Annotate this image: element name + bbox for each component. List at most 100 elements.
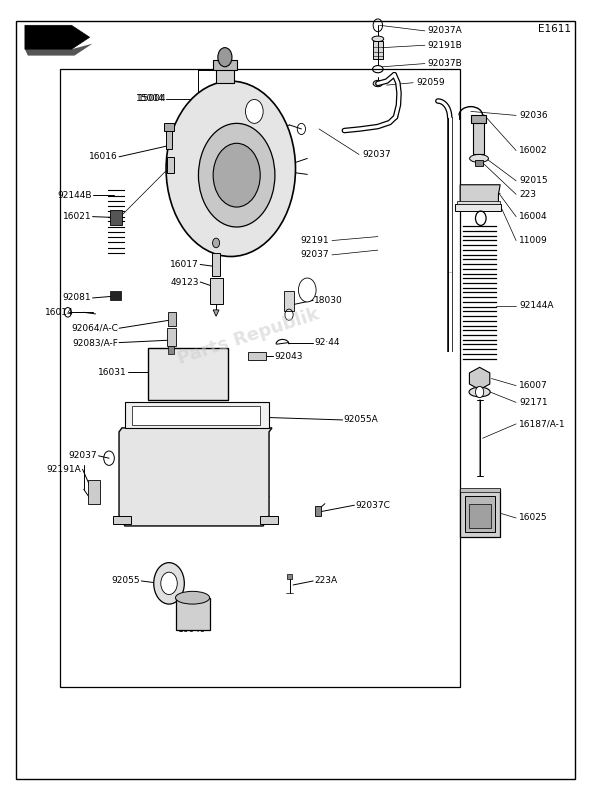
Bar [284,290,294,310]
Text: 16031: 16031 [98,367,126,377]
Bar [473,121,483,154]
Text: 92043: 92043 [274,352,303,361]
Bar [471,114,486,122]
Text: 92055: 92055 [112,577,140,586]
Text: 92171: 92171 [519,398,548,407]
Polygon shape [119,428,272,526]
Bar [373,42,382,58]
Bar [460,488,500,492]
Bar [132,406,260,425]
Circle shape [213,143,260,207]
Circle shape [298,278,316,302]
Text: E1611: E1611 [538,24,571,34]
Text: 92037: 92037 [300,250,329,259]
Text: 49123: 49123 [171,278,199,286]
Text: 92037C: 92037C [356,501,391,510]
Text: 92037: 92037 [362,150,391,159]
Circle shape [154,562,184,604]
Bar [216,68,233,82]
Text: 16004: 16004 [519,212,548,221]
Circle shape [476,386,483,398]
Bar [89,480,100,504]
Bar [210,278,223,304]
Text: 92083/A-F: 92083/A-F [72,338,118,347]
Text: 92191A: 92191A [47,465,82,474]
Bar [212,253,220,277]
Circle shape [161,572,177,594]
Text: 16049: 16049 [178,625,207,634]
Bar [168,346,174,354]
Ellipse shape [469,387,490,397]
Text: 92037A: 92037A [428,26,463,35]
Text: 16007: 16007 [519,381,548,390]
Text: 92191: 92191 [300,236,329,245]
Text: 92015: 92015 [519,176,548,186]
Text: 15004: 15004 [138,94,166,103]
Text: 11009: 11009 [519,236,548,245]
Text: 16017: 16017 [170,260,199,269]
Text: 92144A: 92144A [519,302,554,310]
Circle shape [166,81,296,257]
Bar [260,515,278,523]
Text: 16016: 16016 [89,152,118,162]
Bar [469,504,491,527]
Text: 16014: 16014 [45,308,74,317]
Bar [456,204,501,211]
Text: FRONT: FRONT [33,33,63,42]
Bar [248,352,266,360]
Bar [60,69,460,687]
Polygon shape [213,310,219,316]
Ellipse shape [470,154,488,162]
Text: 92055A: 92055A [344,415,378,425]
Polygon shape [25,44,93,56]
Ellipse shape [372,36,384,42]
Bar [315,506,321,515]
Circle shape [245,99,263,123]
Circle shape [218,48,232,66]
Ellipse shape [373,80,382,86]
Bar [475,160,483,166]
Text: 16021: 16021 [63,212,92,221]
Text: 92059: 92059 [416,78,444,87]
Bar [287,574,292,578]
Text: 92191B: 92191B [428,41,463,50]
Ellipse shape [176,591,210,604]
Text: 223A: 223A [314,577,337,586]
Text: Parts Republik: Parts Republik [176,305,322,368]
Bar [110,290,121,300]
Text: 18030: 18030 [314,296,343,305]
Text: 16187/A-1: 16187/A-1 [519,419,566,429]
Bar [164,122,174,130]
Text: 92081: 92081 [63,294,92,302]
Bar [110,210,122,225]
Bar [465,496,495,532]
Text: 92·44: 92·44 [314,338,340,347]
Text: 16002: 16002 [519,146,548,155]
Text: 92037: 92037 [69,451,98,460]
Text: 223: 223 [519,190,536,199]
Text: 92144B: 92144B [57,190,92,200]
Bar [167,328,176,346]
Polygon shape [25,26,90,50]
Text: 16025: 16025 [519,514,548,522]
Bar [168,311,176,326]
Polygon shape [460,185,500,202]
Circle shape [213,238,220,248]
Bar [213,60,236,70]
Text: 92064/A-C: 92064/A-C [71,324,118,333]
Bar [167,157,174,173]
Circle shape [199,123,275,227]
Bar [460,490,500,537]
Text: A: A [251,107,257,116]
Bar [176,598,210,630]
Text: 92037B: 92037B [428,59,463,68]
Bar [148,348,228,400]
Bar [113,515,131,523]
Polygon shape [469,367,490,390]
Bar [166,129,172,149]
Bar [125,402,269,428]
Bar [457,201,499,204]
Text: 15004: 15004 [137,94,165,103]
Text: 92036: 92036 [519,111,548,120]
Text: A: A [304,286,310,294]
